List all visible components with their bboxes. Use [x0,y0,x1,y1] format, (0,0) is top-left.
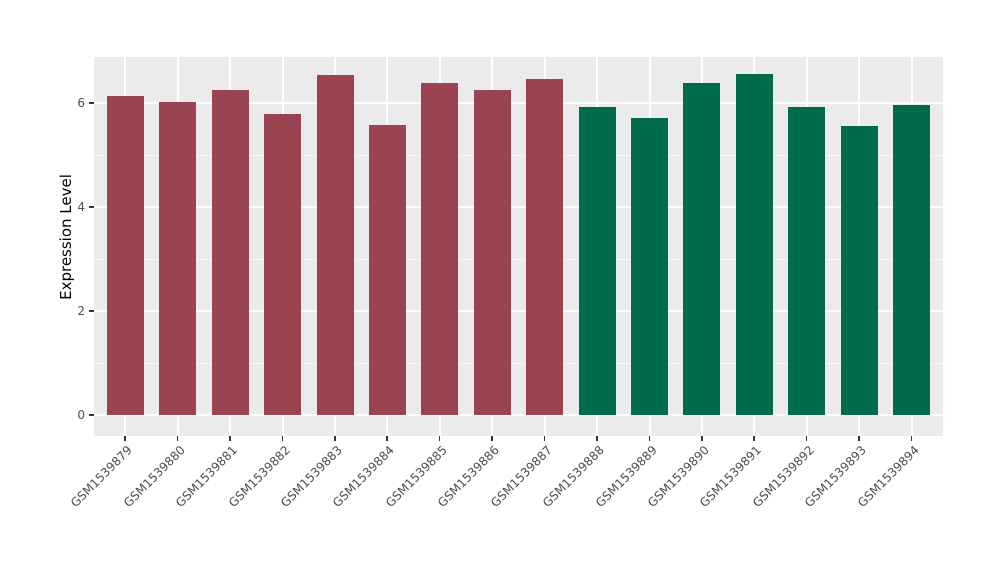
plot-panel [94,57,943,436]
bar-GSM1539891 [736,74,773,415]
y-tick-mark [89,310,94,312]
bar-GSM1539886 [474,90,511,415]
x-tick-mark [334,436,336,441]
x-tick-mark [281,436,284,441]
bar-GSM1539883 [317,75,354,415]
bar-GSM1539881 [212,90,249,415]
bar-GSM1539894 [893,105,930,415]
x-tick-mark [753,436,755,441]
x-tick-mark [858,436,860,441]
x-tick-mark [176,436,179,441]
gridline-minor-h [94,155,943,157]
gridline-minor-h [94,363,943,365]
gridline-minor-h [94,259,943,261]
bar-GSM1539884 [369,125,406,415]
bar-GSM1539885 [421,83,458,415]
gridline-major-h [94,206,943,209]
bar-GSM1539890 [683,83,720,415]
x-tick-mark [700,436,703,441]
bar-GSM1539892 [788,107,825,415]
bar-GSM1539889 [631,118,668,415]
x-tick-mark [596,436,598,441]
y-tick-label: 2 [77,304,85,319]
bar-GSM1539882 [264,114,301,415]
y-tick-mark [89,102,94,104]
x-tick-mark [648,436,651,441]
bar-GSM1539880 [159,102,196,415]
x-tick-mark [805,436,808,441]
gridline-major-h [94,310,943,313]
gridline-major-h [94,414,943,416]
x-tick-mark [491,436,493,441]
x-tick-mark [910,436,913,441]
bar-GSM1539893 [841,126,878,415]
y-tick-mark [89,414,94,416]
x-tick-mark [386,436,389,441]
bar-GSM1539888 [579,107,616,415]
y-tick-label: 4 [77,200,85,215]
y-tick-label: 6 [77,96,85,111]
y-tick-mark [89,206,94,208]
y-axis-title: Expression Level [57,173,75,300]
bar-GSM1539879 [107,96,144,415]
gridline-major-h [94,102,943,105]
x-tick-mark [124,436,127,441]
y-tick-label: 0 [77,408,85,422]
x-tick-mark [543,436,546,441]
bar-GSM1539887 [526,79,563,415]
x-tick-mark [229,436,231,441]
x-tick-mark [438,436,441,441]
